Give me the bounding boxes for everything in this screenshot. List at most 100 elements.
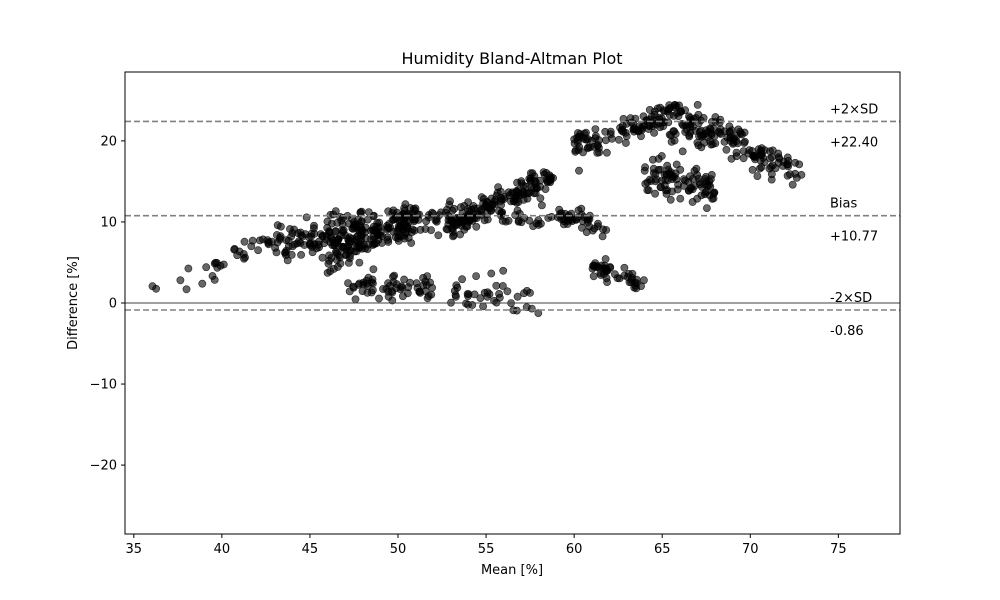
scatter-point: [784, 162, 792, 171]
x-tick-label: 75: [830, 542, 847, 557]
scatter-point: [590, 224, 599, 233]
scatter-point: [649, 164, 658, 173]
scatter-point: [470, 290, 479, 299]
scatter-point: [740, 139, 749, 147]
scatter-point: [694, 141, 703, 150]
y-tick-label: 10: [100, 215, 117, 230]
scatter-point: [591, 125, 600, 134]
scatter-point: [312, 244, 321, 253]
scatter-point: [410, 217, 419, 226]
scatter-point: [676, 165, 685, 174]
scatter-point: [273, 221, 282, 230]
scatter-point: [363, 215, 372, 224]
scatter-point: [349, 283, 358, 292]
scatter-point: [729, 135, 738, 144]
scatter-point: [483, 215, 492, 224]
scatter-point: [344, 258, 353, 267]
scatter-point: [603, 148, 611, 157]
scatter-point: [578, 223, 586, 232]
scatter-point: [500, 192, 509, 201]
scatter-point: [514, 217, 523, 226]
scatter-point: [783, 171, 792, 180]
scatter-point: [356, 208, 365, 217]
scatter-point: [419, 281, 428, 290]
scatter-point: [592, 132, 600, 140]
scatter-point: [646, 175, 654, 184]
scatter-point: [697, 191, 706, 200]
scatter-point: [708, 140, 717, 148]
scatter-point: [575, 166, 583, 175]
scatter-point: [219, 260, 228, 269]
scatter-point: [497, 208, 506, 217]
scatter-point: [254, 246, 262, 255]
scatter-point: [472, 222, 481, 231]
scatter-point: [448, 227, 457, 236]
scatter-point: [400, 206, 409, 215]
scatter-point: [240, 237, 249, 246]
scatter-point: [358, 287, 367, 295]
scatter-point: [402, 229, 411, 237]
scatter-point: [525, 216, 534, 225]
scatter-point: [460, 201, 469, 210]
scatter-point: [302, 213, 311, 222]
scatter-point: [663, 161, 672, 170]
scatter-point: [583, 144, 592, 153]
scatter-point: [526, 288, 534, 297]
scatter-point: [766, 154, 775, 163]
scatter-point: [602, 274, 611, 283]
x-tick-label: 45: [302, 542, 319, 557]
scatter-point: [681, 176, 690, 185]
scatter-point: [287, 232, 296, 241]
scatter-point: [356, 243, 364, 251]
scatter-point: [579, 213, 588, 221]
scatter-point: [666, 195, 675, 204]
scatter-point: [499, 266, 508, 275]
scatter-point: [693, 170, 701, 179]
scatter-point: [384, 224, 393, 233]
scatter-point: [645, 106, 654, 114]
scatter-point: [388, 296, 397, 305]
scatter-point: [693, 101, 702, 109]
scatter-point: [667, 131, 675, 140]
reference-annotations: +2×SD +22.40 Bias +10.77 -2×SD -0.86: [830, 102, 878, 339]
scatter-point: [412, 279, 421, 287]
scatter-point: [783, 153, 792, 162]
scatter-point: [397, 282, 406, 291]
scatter-point: [152, 284, 160, 293]
scatter-point: [503, 287, 512, 296]
scatter-point: [472, 272, 480, 280]
scatter-point: [611, 270, 619, 279]
scatter-point: [602, 226, 611, 234]
scatter-point: [210, 275, 219, 284]
scatter-point: [513, 189, 522, 197]
y-tick-label: 20: [100, 134, 117, 149]
scatter-point: [453, 220, 462, 229]
scatter-point: [213, 263, 222, 272]
scatter-point: [400, 275, 408, 284]
scatter-point: [517, 177, 526, 186]
scatter-point: [662, 186, 670, 195]
scatter-point: [630, 127, 638, 136]
scatter-point: [353, 232, 362, 240]
reference-line-label: +2×SD: [830, 102, 878, 117]
scatter-point: [615, 135, 623, 144]
x-tick-label: 60: [566, 542, 583, 557]
scatter-point: [618, 125, 627, 134]
scatter-point: [745, 146, 754, 155]
scatter-point: [390, 271, 399, 280]
scatter-point: [620, 263, 629, 272]
scatter-point: [394, 236, 403, 245]
scatter-points: [148, 101, 806, 317]
scatter-point: [640, 166, 649, 175]
scatter-point: [248, 236, 257, 245]
scatter-point: [637, 282, 645, 290]
scatter-point: [272, 231, 281, 239]
scatter-point: [667, 137, 676, 146]
scatter-point: [482, 200, 490, 209]
scatter-point: [492, 281, 501, 290]
scatter-point: [795, 160, 804, 169]
scatter-point: [664, 118, 673, 127]
scatter-point: [445, 200, 454, 209]
scatter-point: [704, 133, 712, 142]
scatter-point: [396, 222, 405, 231]
